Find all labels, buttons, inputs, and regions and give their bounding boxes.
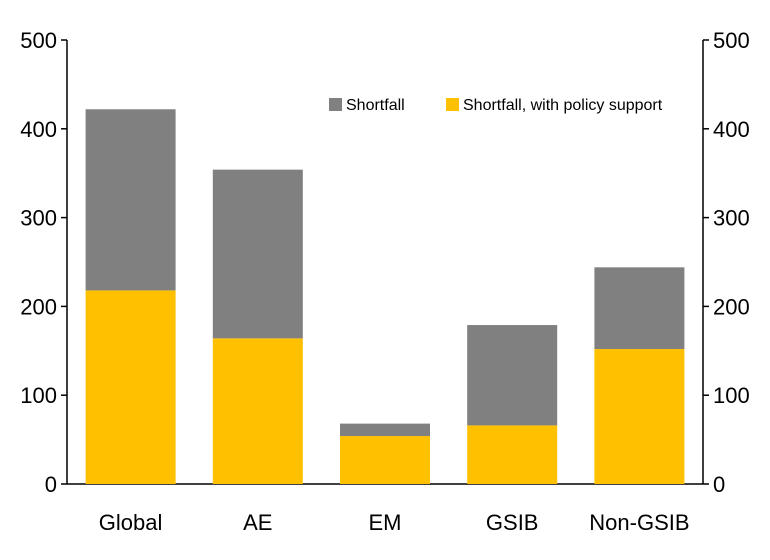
right-tick-label: 300 [713,206,750,231]
legend-label-policy-support: Shortfall, with policy support [463,97,663,114]
left-tick-label: 400 [20,117,57,142]
bar-em-policy-support [340,436,430,484]
bar-ae-shortfall [212,169,303,339]
left-tick-label: 200 [20,294,57,319]
category-label: AE [243,510,272,535]
category-label: GSIB [486,510,539,535]
legend: Shortfall Shortfall, with policy support [329,97,663,114]
right-y-ticks: 0 100 200 300 400 500 [703,28,750,497]
bar-global-policy-support [85,290,176,484]
bar-ae-policy-support [212,338,303,484]
bars [85,109,685,484]
category-label: Non-GSIB [589,510,689,535]
category-labels: Global AE EM GSIB Non-GSIB [99,510,690,535]
legend-swatch-policy-support [446,98,459,111]
bar-em-shortfall [340,423,430,437]
right-tick-label: 400 [713,117,750,142]
bar-gsib-policy-support [467,425,558,484]
left-tick-label: 0 [45,472,57,497]
bar-global-shortfall [85,109,176,291]
legend-label-shortfall: Shortfall [346,97,405,114]
left-tick-label: 100 [20,383,57,408]
bar-non-gsib-policy-support [594,349,685,484]
category-label: EM [369,510,402,535]
category-label: Global [99,510,163,535]
bar-gsib-shortfall [467,325,558,426]
right-tick-label: 500 [713,28,750,53]
right-tick-label: 0 [713,472,725,497]
left-tick-label: 500 [20,28,57,53]
right-tick-label: 200 [713,294,750,319]
legend-swatch-shortfall [329,98,342,111]
left-tick-label: 300 [20,206,57,231]
right-tick-label: 100 [713,383,750,408]
left-y-ticks: 0 100 200 300 400 500 [20,28,67,497]
bar-non-gsib-shortfall [594,267,685,350]
